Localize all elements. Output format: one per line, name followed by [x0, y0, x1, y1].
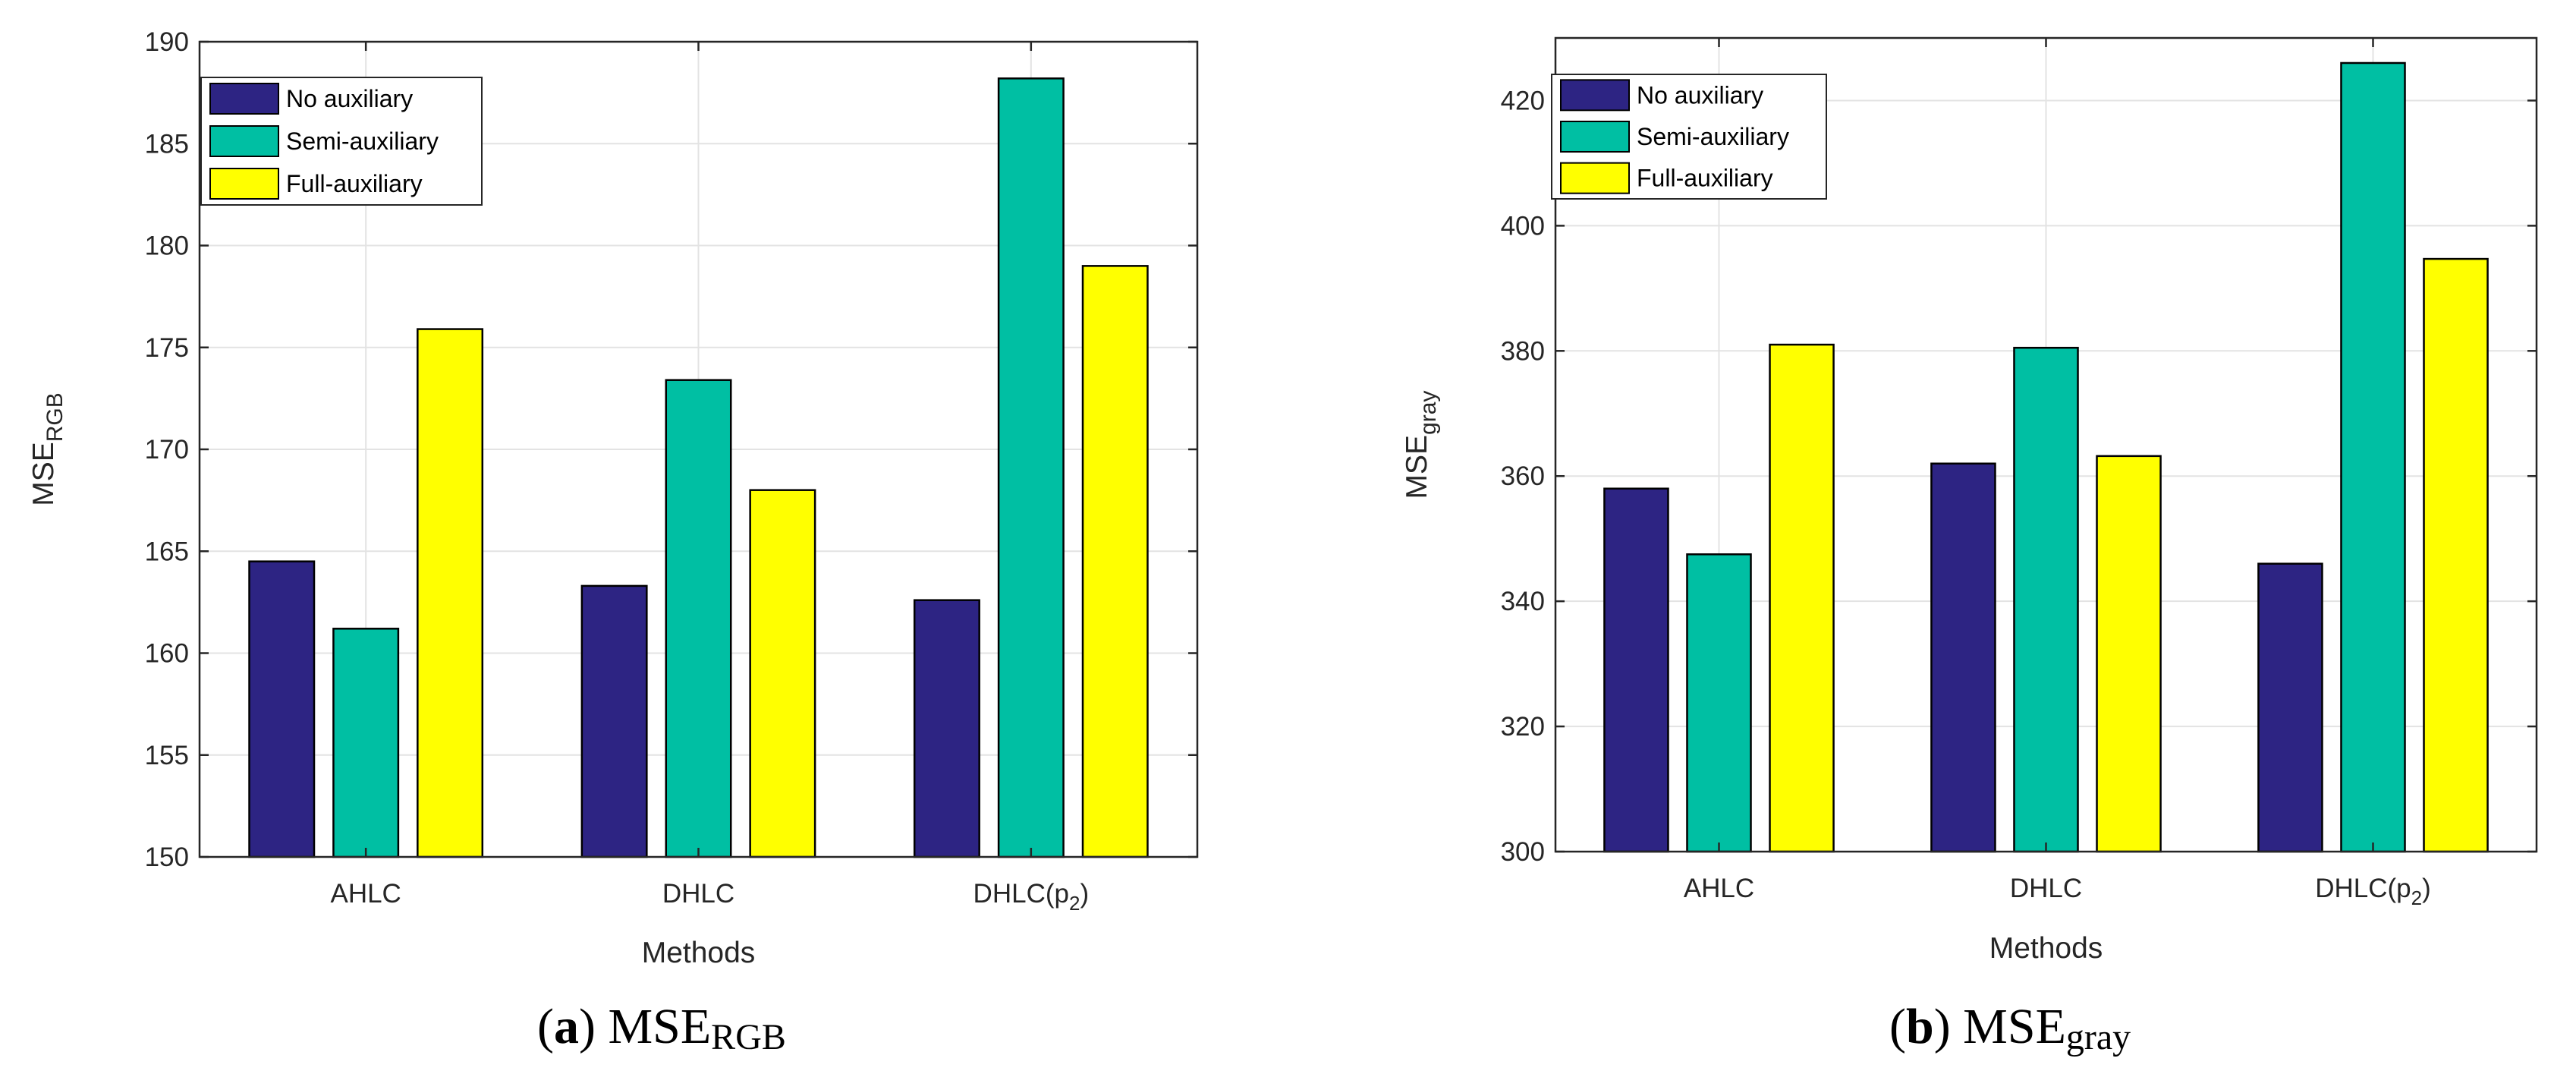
y-axis-label: MSEgray: [1401, 391, 1441, 499]
chart-a: 150 155 160 165 170 175 180 185 190 AHLC DHLC DHLC(…: [27, 27, 1199, 1057]
x-tick-label: AHLC: [330, 879, 401, 909]
y-tick-label: 420: [1501, 86, 1545, 115]
legend-label: Semi-auxiliary: [286, 128, 439, 155]
legend: No auxiliary Semi-auxiliary Full-auxiliary: [200, 77, 483, 206]
y-tick-label: 155: [145, 741, 189, 770]
x-axis-label: Methods: [1989, 932, 2103, 965]
legend-label: No auxiliary: [1637, 81, 1763, 109]
bar-full-auxiliary-2: [1081, 265, 1149, 858]
legend-label: No auxiliary: [286, 85, 413, 112]
legend-label: Full-auxiliary: [1637, 165, 1773, 192]
x-tick-label: DHLC(p2): [2315, 874, 2431, 909]
bar-full-auxiliary-0: [417, 328, 484, 858]
y-tick-label: 185: [145, 129, 189, 159]
x-tick-label: DHLC(p2): [973, 879, 1090, 915]
bar-full-auxiliary-1: [2096, 455, 2162, 853]
y-tick-label: 380: [1501, 336, 1545, 366]
legend-swatch: [209, 83, 279, 115]
bar-no-auxiliary-2: [913, 599, 980, 858]
y-tick-label: 320: [1501, 712, 1545, 742]
legend-swatch: [1560, 162, 1630, 194]
y-tick-label: 170: [145, 435, 189, 465]
bar-semi-auxiliary-1: [665, 379, 732, 858]
y-tick-label: 360: [1501, 461, 1545, 491]
figure-caption: (b) MSEgray: [1889, 999, 2131, 1057]
y-tick-label: 160: [145, 639, 189, 669]
y-tick-label: 180: [145, 231, 189, 261]
legend-label: Full-auxiliary: [286, 170, 423, 197]
bar-semi-auxiliary-0: [1686, 553, 1752, 853]
legend-swatch: [1560, 121, 1630, 153]
y-tick-label: 190: [145, 27, 189, 57]
figure-caption: (a) MSERGB: [537, 999, 786, 1057]
bar-full-auxiliary-1: [749, 489, 816, 858]
x-tick-label: DHLC: [662, 879, 734, 909]
legend-label: Semi-auxiliary: [1637, 123, 1789, 150]
bar-semi-auxiliary-0: [332, 628, 400, 858]
legend-swatch: [1560, 79, 1630, 112]
bar-no-auxiliary-0: [248, 560, 316, 858]
bar-no-auxiliary-1: [580, 584, 648, 858]
bar-semi-auxiliary-1: [2013, 346, 2079, 853]
bar-semi-auxiliary-2: [997, 77, 1065, 858]
y-tick-label: 400: [1501, 211, 1545, 241]
x-tick-label: DHLC: [2010, 874, 2082, 903]
bar-semi-auxiliary-2: [2340, 61, 2406, 853]
bar-no-auxiliary-0: [1603, 487, 1669, 853]
x-tick-label: AHLC: [1684, 874, 1754, 903]
legend: No auxiliary Semi-auxiliary Full-auxiliary: [1551, 74, 1827, 200]
y-tick-label: 150: [145, 843, 189, 872]
y-tick-label: 165: [145, 537, 189, 566]
bar-no-auxiliary-2: [2257, 562, 2323, 853]
legend-swatch: [209, 168, 279, 200]
chart-b: 300 320 340 360 380 400 420 AHLC DHLC DHLC(p2) Met…: [1401, 36, 2538, 1057]
x-axis-label: Methods: [642, 937, 756, 969]
bar-full-auxiliary-0: [1769, 343, 1835, 853]
y-tick-label: 175: [145, 333, 189, 363]
y-tick-label: 300: [1501, 837, 1545, 867]
y-axis-label: MSERGB: [27, 392, 68, 506]
legend-swatch: [209, 125, 279, 157]
bar-full-auxiliary-2: [2423, 257, 2489, 853]
bar-no-auxiliary-1: [1930, 462, 1996, 853]
y-tick-label: 340: [1501, 587, 1545, 616]
